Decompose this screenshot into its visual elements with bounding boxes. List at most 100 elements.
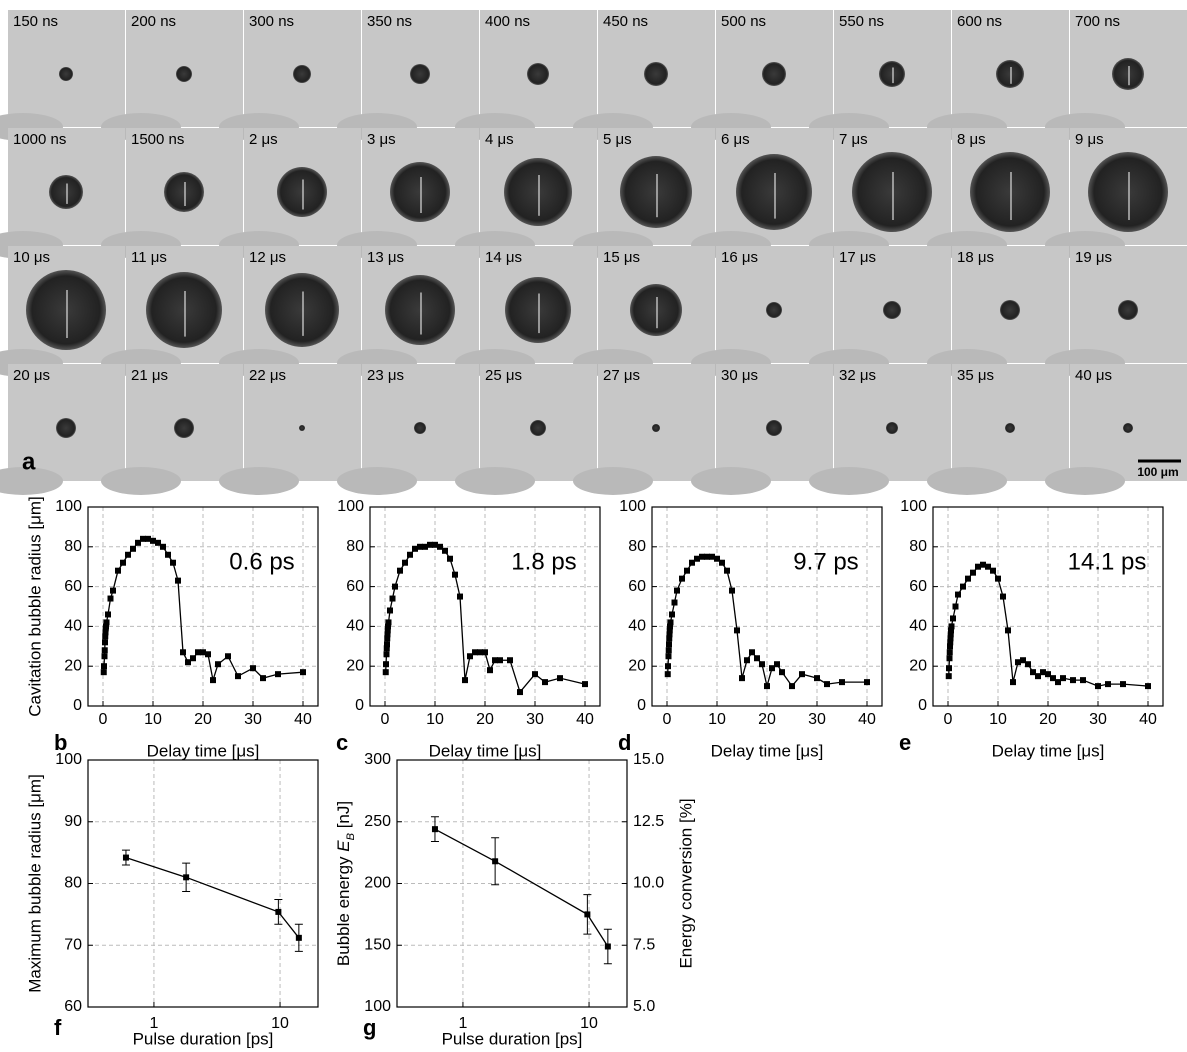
y-tick-label: 0	[73, 697, 82, 714]
frame-label: 350 ns	[367, 13, 412, 30]
background-shade	[337, 467, 417, 495]
data-point	[839, 679, 845, 686]
frame-label: 18 μs	[957, 249, 994, 266]
y-tick-label: 100	[900, 498, 927, 515]
image-frame	[598, 364, 715, 481]
bubble	[1000, 300, 1020, 320]
data-point	[392, 583, 398, 590]
annotation: 1.8 ps	[511, 548, 576, 575]
bubble	[852, 152, 932, 232]
y-tick-label: 0	[355, 697, 364, 714]
bubble	[630, 284, 682, 336]
data-point	[955, 591, 961, 598]
frame-label: 5 μs	[603, 131, 632, 148]
y-tick-label: 100	[364, 998, 391, 1015]
y2-tick-label: 10.0	[633, 875, 664, 892]
data-point	[669, 611, 675, 618]
x-tick-label: 10	[144, 711, 162, 728]
data-point	[437, 543, 443, 550]
y-tick-label: 80	[909, 538, 927, 555]
annotation: 9.7 ps	[793, 548, 858, 575]
data-point	[970, 569, 976, 576]
panel-label: a	[22, 448, 36, 475]
data-point	[666, 635, 673, 642]
x-tick-label: 1	[149, 1015, 158, 1032]
bubble	[1123, 423, 1133, 433]
y-tick-label: 60	[64, 998, 82, 1015]
background-shade	[455, 467, 535, 495]
data-point	[666, 627, 673, 634]
y-tick-label: 60	[346, 578, 364, 595]
data-point	[1000, 593, 1006, 600]
data-point	[582, 681, 588, 688]
data-point	[674, 587, 680, 594]
y-axis-label: Cavitation bubble radius [μm]	[25, 496, 44, 717]
data-point	[985, 563, 991, 570]
data-point	[948, 623, 955, 630]
x-tick-label: 10	[271, 1015, 289, 1032]
x-axis-label: Pulse duration [ps]	[442, 1029, 583, 1048]
y-tick-label: 40	[909, 618, 927, 635]
data-point	[1035, 673, 1041, 680]
data-point	[665, 653, 672, 660]
data-point	[709, 553, 715, 560]
x-axis-label: Delay time [μs]	[711, 741, 824, 760]
data-line	[125, 856, 300, 939]
axis-frame	[87, 506, 319, 707]
frame-label: 35 μs	[957, 367, 994, 384]
data-point	[769, 665, 775, 672]
frame-label: 40 μs	[1075, 367, 1112, 384]
data-point	[180, 649, 186, 656]
data-point	[100, 669, 107, 676]
axis-frame	[369, 506, 601, 707]
data-point	[175, 577, 181, 584]
data-point	[990, 567, 996, 574]
bubble	[970, 152, 1050, 232]
x-tick-label: 40	[1139, 711, 1157, 728]
data-point	[477, 649, 483, 656]
data-point	[1040, 669, 1046, 676]
y-tick-label: 20	[64, 657, 82, 674]
y-tick-label: 300	[364, 751, 391, 768]
bubble	[504, 158, 572, 226]
y-axis-label-part: Bubble energy	[334, 852, 353, 966]
frame-label: 300 ns	[249, 13, 294, 30]
data-point	[1060, 675, 1066, 682]
data-point	[947, 639, 954, 646]
data-point	[789, 683, 795, 690]
frame-label: 25 μs	[485, 367, 522, 384]
frame-label: 13 μs	[367, 249, 404, 266]
y2-axis-label: Energy conversion [%]	[676, 798, 695, 968]
frame-label: 30 μs	[721, 367, 758, 384]
bubble	[1112, 58, 1144, 90]
data-point	[950, 615, 956, 622]
bubble	[293, 65, 311, 83]
data-point	[665, 663, 671, 670]
data-point	[235, 673, 241, 680]
data-point	[948, 627, 954, 634]
data-point	[1030, 669, 1036, 676]
data-point	[384, 641, 390, 648]
data-point	[300, 669, 306, 676]
frame-label: 450 ns	[603, 13, 648, 30]
bubble	[996, 60, 1024, 88]
data-point	[864, 679, 870, 686]
data-point	[774, 661, 780, 668]
data-point	[215, 661, 221, 668]
data-point	[947, 631, 954, 638]
frame-label: 22 μs	[249, 367, 286, 384]
data-point	[110, 587, 116, 594]
y-tick-label: 20	[346, 657, 364, 674]
y-axis-label: Bubble energy EB [nJ]	[334, 801, 356, 966]
bubble	[736, 154, 812, 230]
x-tick-label: 40	[294, 711, 312, 728]
bubble	[174, 418, 194, 438]
data-point	[699, 553, 705, 560]
data-point	[947, 643, 953, 650]
data-point	[1025, 661, 1031, 668]
bubble	[277, 167, 327, 217]
x-tick-label: 10	[989, 711, 1007, 728]
data-point	[183, 874, 190, 881]
data-point	[739, 675, 745, 682]
